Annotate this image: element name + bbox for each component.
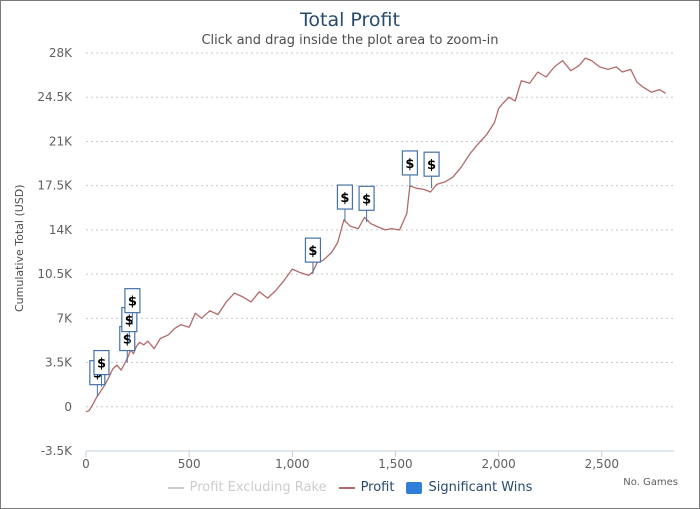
flag-label: $: [123, 333, 132, 348]
legend-box-icon: [406, 481, 423, 494]
x-tick-label: 0: [82, 457, 90, 471]
flag-label: $: [362, 192, 371, 207]
series-layer: [85, 57, 667, 413]
flag-label: $: [97, 357, 106, 372]
flag-box: [401, 150, 419, 176]
legend: Profit Excluding Rake Profit Significant…: [0, 480, 700, 495]
x-tick-label: 2,000: [481, 457, 515, 471]
flag-label: $: [308, 244, 317, 259]
flag-box: [93, 349, 110, 376]
flag-label: $: [405, 157, 414, 172]
y-tick-label: 21K: [49, 134, 73, 148]
legend-label: Profit: [360, 480, 395, 495]
legend-label: Profit Excluding Rake: [189, 480, 327, 495]
x-tick-label: 2,500: [585, 457, 619, 471]
legend-line-icon: [338, 486, 355, 489]
axis-layer: -3.5K 0 3.5K 7K 10.5K 14K 17.5K 21K 24.5K 28K 0 500…: [13, 46, 678, 488]
x-tick-label: 1,500: [378, 457, 412, 471]
legend-line-icon: [167, 486, 184, 489]
legend-label: Significant Wins: [428, 480, 533, 495]
flag-box: [124, 288, 141, 314]
y-tick-label: 17.5K: [37, 179, 73, 193]
chart-title: Total Profit: [300, 9, 400, 31]
flag-layer: $$$$$$$$$$: [89, 150, 440, 397]
chart-subtitle: Click and drag inside the plot area to z…: [201, 33, 499, 48]
y-tick-label: 14K: [49, 223, 73, 237]
y-axis-title: Cumulative Total (USD): [13, 184, 26, 312]
flag-box: [304, 237, 322, 263]
legend-item-significant-wins[interactable]: Significant Wins: [406, 480, 532, 495]
y-tick-label: 3.5K: [45, 356, 73, 370]
flag-label: $: [125, 314, 134, 329]
y-tick-label: -3.5K: [41, 444, 73, 458]
y-tick-label: 28K: [49, 46, 73, 60]
y-tick-label: 10.5K: [37, 267, 73, 281]
grid-layer: [86, 52, 674, 452]
x-tick-label: 1,000: [275, 457, 309, 471]
x-axis-title: No. Games: [623, 477, 678, 488]
y-tick-label: 7K: [56, 311, 73, 325]
x-tick-label: 500: [178, 457, 201, 471]
y-tick-label: 24.5K: [37, 90, 73, 104]
profit-line: [85, 57, 667, 413]
flag-box: [336, 184, 354, 210]
legend-item-profit[interactable]: Profit: [338, 480, 395, 495]
flag-box: [423, 151, 440, 177]
flag-label: $: [427, 158, 436, 173]
flag-label: $: [340, 191, 349, 206]
legend-item-profit-excluding-rake[interactable]: Profit Excluding Rake: [167, 480, 327, 495]
flag-label: $: [128, 295, 137, 310]
y-tick-label: 0: [64, 400, 72, 414]
flag-box: [358, 185, 375, 211]
